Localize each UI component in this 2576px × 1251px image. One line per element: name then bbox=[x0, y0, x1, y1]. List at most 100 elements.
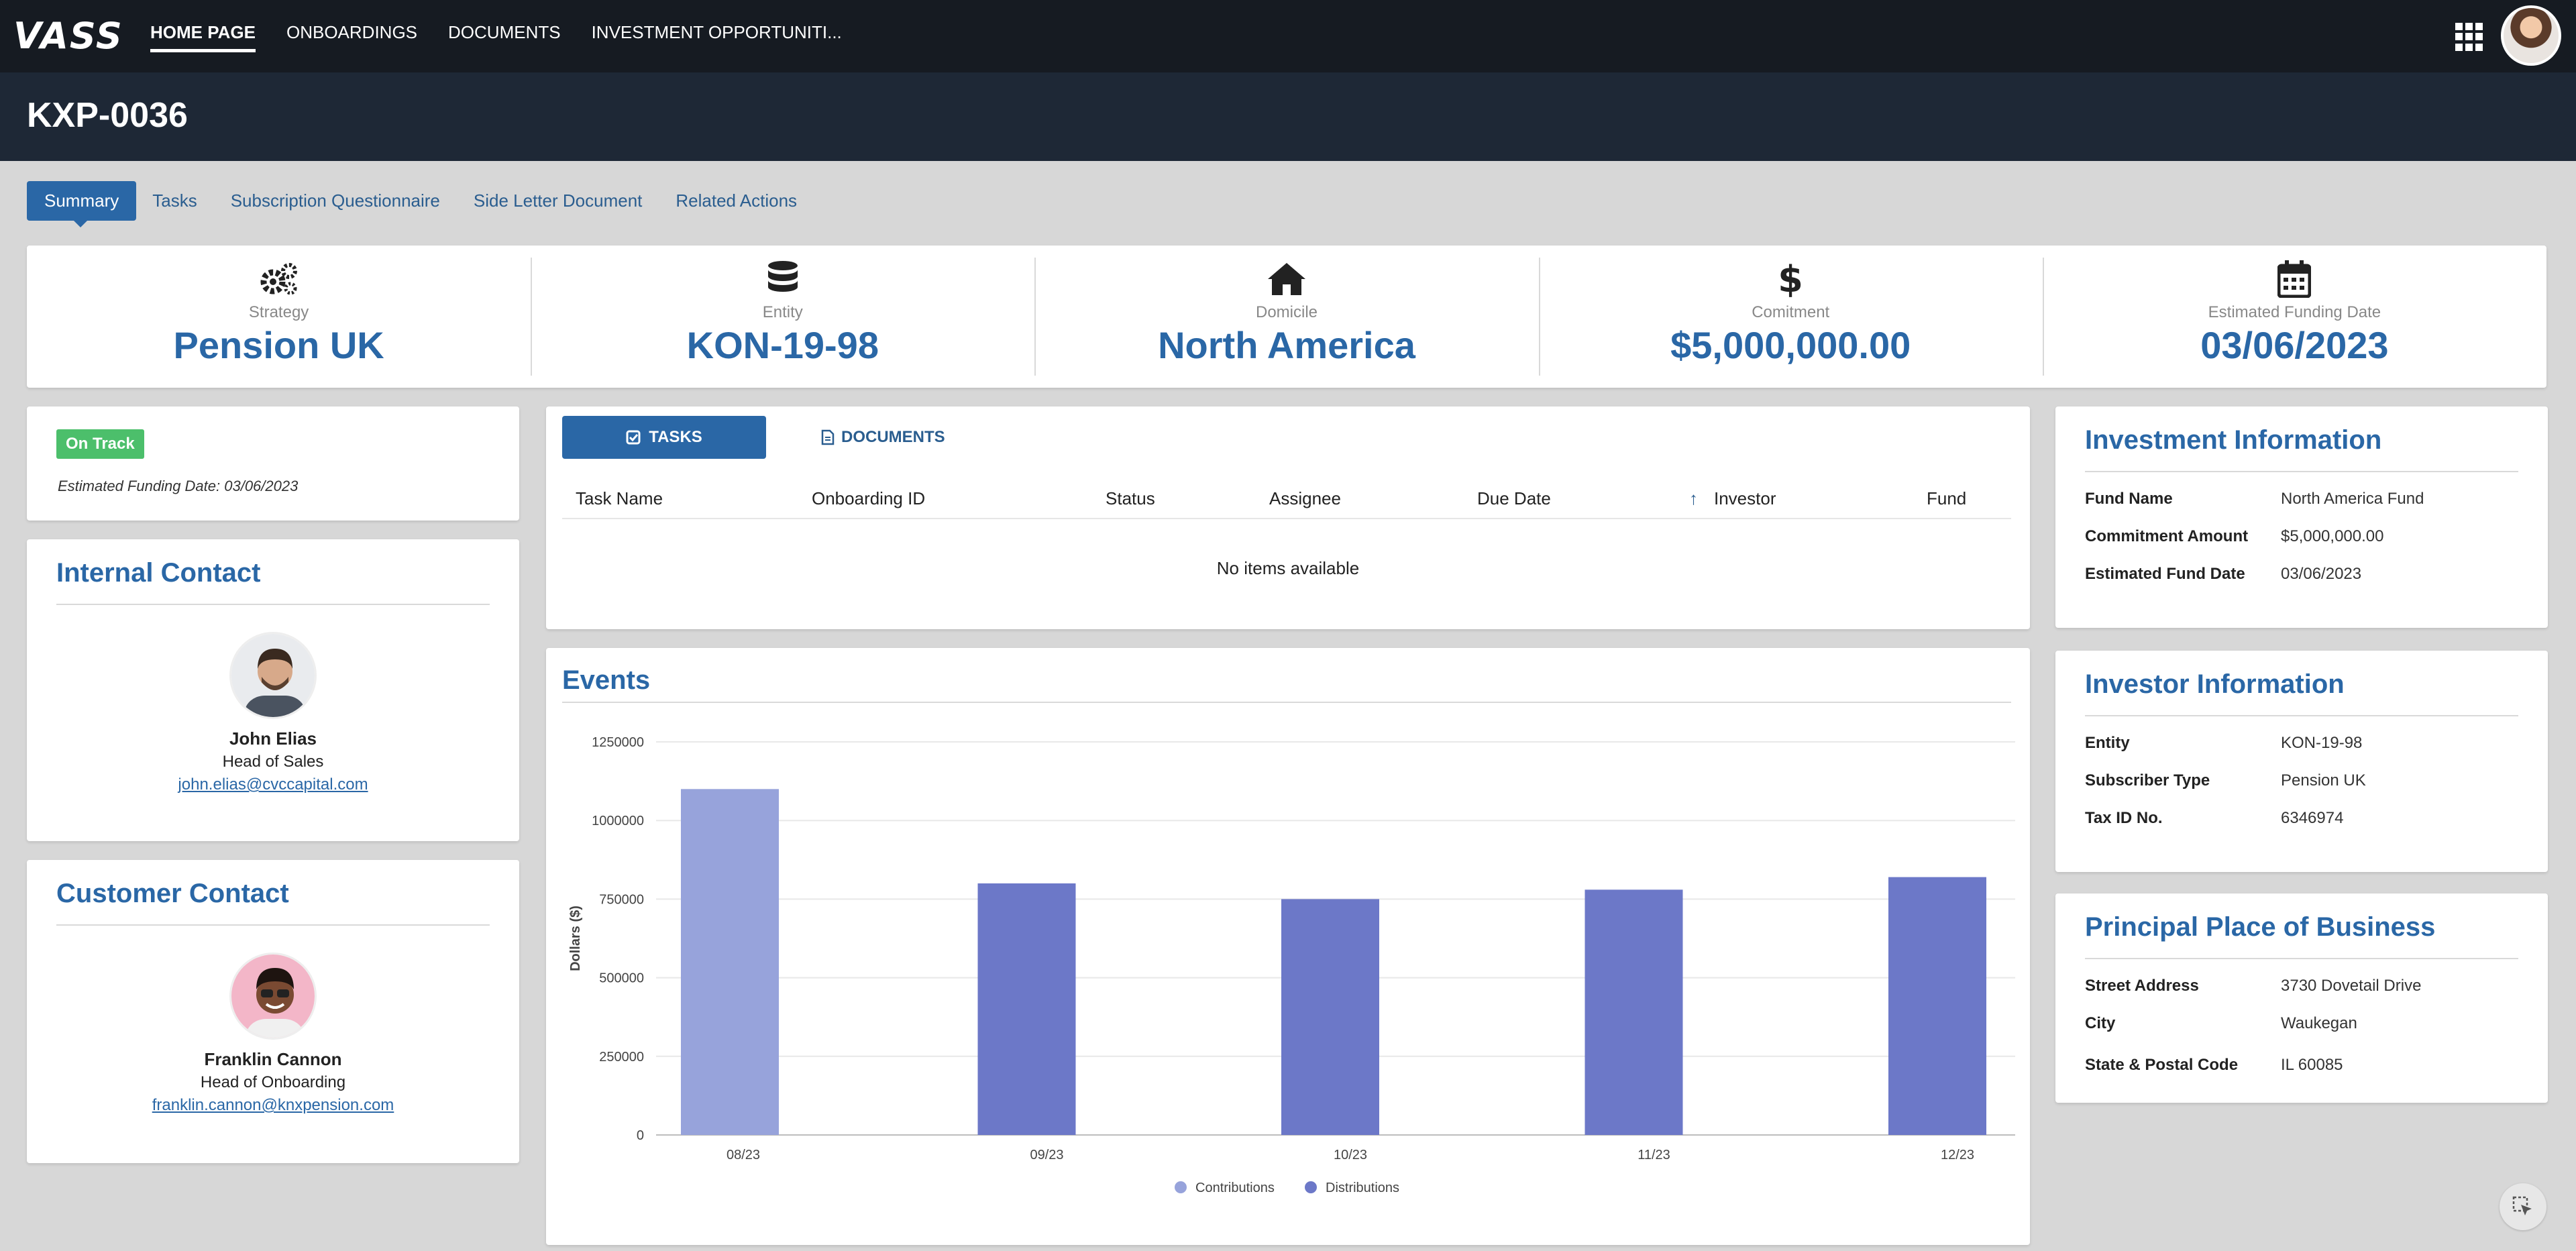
info-key: Commitment Amount bbox=[2085, 527, 2249, 545]
col-investor[interactable]: ↑ Investor bbox=[1689, 488, 1776, 509]
col-assignee[interactable]: Assignee bbox=[1269, 488, 1341, 508]
tab-summary[interactable]: Summary bbox=[27, 180, 137, 227]
nav-documents[interactable]: DOCUMENTS bbox=[448, 22, 561, 42]
summary-value: $5,000,000.00 bbox=[1670, 324, 1911, 366]
tab-subscription-questionnaire[interactable]: Subscription Questionnaire bbox=[230, 190, 440, 211]
info-value: IL 60085 bbox=[2281, 1056, 2343, 1074]
col-due-date[interactable]: Due Date bbox=[1477, 488, 1551, 508]
legend-label: Distributions bbox=[1326, 1181, 1399, 1195]
svg-text:$: $ bbox=[1778, 260, 1803, 298]
calendar-icon bbox=[2043, 260, 2546, 298]
info-value: 03/06/2023 bbox=[2281, 565, 2362, 583]
contact-name: John Elias bbox=[229, 728, 317, 749]
x-tick-label: 11/23 bbox=[1638, 1148, 1670, 1162]
contact-email-link[interactable]: franklin.cannon@knxpension.com bbox=[152, 1096, 394, 1114]
investor-information-card: Investor Information Entity KON-19-98 Su… bbox=[2055, 651, 2548, 872]
tab-related-actions[interactable]: Related Actions bbox=[676, 190, 798, 211]
bar bbox=[1585, 889, 1683, 1135]
col-onboarding-id[interactable]: Onboarding ID bbox=[812, 488, 926, 508]
summary-value: Pension UK bbox=[173, 324, 384, 366]
vass-logo[interactable]: VASS bbox=[13, 15, 123, 57]
customer-contact-title: Customer Contact bbox=[56, 879, 289, 908]
select-cursor-button[interactable] bbox=[2500, 1183, 2546, 1230]
principal-place-title: Principal Place of Business bbox=[2085, 912, 2436, 942]
status-badge: On Track bbox=[56, 429, 144, 459]
app-grid-icon[interactable] bbox=[2455, 23, 2483, 51]
page-title: KXP-0036 bbox=[27, 96, 188, 135]
info-row-state-postal: State & Postal Code IL 60085 bbox=[2085, 1056, 2521, 1083]
avatar bbox=[229, 953, 317, 1040]
top-navbar: VASS HOME PAGE ONBOARDINGS DOCUMENTS INV… bbox=[0, 0, 2576, 72]
summary-label: Estimated Funding Date bbox=[2208, 303, 2381, 321]
summary-strip: Strategy Pension UK Entity KON-19-98 Dom… bbox=[27, 246, 2546, 388]
y-tick-label: 250000 bbox=[599, 1050, 644, 1065]
bar bbox=[1281, 899, 1379, 1135]
customer-contact-card: Customer Contact Franklin Cannon Head of… bbox=[27, 860, 519, 1163]
tasks-subtab-label: TASKS bbox=[649, 428, 702, 446]
status-funding-date: Estimated Funding Date: 03/06/2023 bbox=[58, 478, 299, 494]
divider bbox=[562, 702, 2011, 703]
tasks-panel: TASKS DOCUMENTS Task Name Onboarding ID … bbox=[546, 406, 2030, 629]
x-tick-label: 08/23 bbox=[727, 1148, 760, 1162]
sort-ascending-icon: ↑ bbox=[1689, 488, 1698, 508]
tasks-table-header: Task Name Onboarding ID Status Assignee … bbox=[562, 479, 2011, 519]
info-row-fund-name: Fund Name North America Fund bbox=[2085, 490, 2521, 516]
internal-contact-title: Internal Contact bbox=[56, 558, 261, 588]
nav-home-page[interactable]: HOME PAGE bbox=[150, 0, 256, 72]
info-row-subscriber-type: Subscriber Type Pension UK bbox=[2085, 771, 2521, 798]
info-value: Pension UK bbox=[2281, 771, 2366, 790]
status-card: On Track Estimated Funding Date: 03/06/2… bbox=[27, 406, 519, 521]
avatar bbox=[229, 632, 317, 719]
info-value: 3730 Dovetail Drive bbox=[2281, 977, 2422, 995]
file-icon bbox=[821, 429, 835, 445]
nav-onboardings[interactable]: ONBOARDINGS bbox=[286, 22, 418, 42]
investment-information-card: Investment Information Fund Name North A… bbox=[2055, 406, 2548, 628]
x-tick-label: 12/23 bbox=[1941, 1148, 1974, 1162]
summary-strategy: Strategy Pension UK bbox=[27, 246, 531, 388]
summary-value: 03/06/2023 bbox=[2200, 324, 2389, 366]
info-key: Fund Name bbox=[2085, 490, 2173, 508]
nav-investment-opportunities[interactable]: INVESTMENT OPPORTUNITI... bbox=[591, 22, 842, 42]
x-tick-label: 10/23 bbox=[1334, 1148, 1367, 1162]
col-task-name[interactable]: Task Name bbox=[576, 488, 663, 508]
principal-place-card: Principal Place of Business Street Addre… bbox=[2055, 893, 2548, 1103]
x-tick-label: 09/23 bbox=[1030, 1148, 1063, 1162]
contact-email-link[interactable]: john.elias@cvccapital.com bbox=[178, 775, 368, 794]
info-row-city: City Waukegan bbox=[2085, 1014, 2521, 1041]
gears-icon bbox=[27, 260, 531, 298]
info-value: $5,000,000.00 bbox=[2281, 527, 2384, 545]
home-icon bbox=[1034, 260, 1538, 298]
info-value: 6346974 bbox=[2281, 809, 2344, 827]
info-row-tax-id: Tax ID No. 6346974 bbox=[2085, 809, 2521, 836]
summary-funding-date: Estimated Funding Date 03/06/2023 bbox=[2042, 246, 2546, 388]
events-title: Events bbox=[562, 665, 651, 695]
cursor-select-icon bbox=[2512, 1195, 2534, 1218]
col-status[interactable]: Status bbox=[1106, 488, 1155, 508]
info-value: KON-19-98 bbox=[2281, 734, 2363, 752]
info-key: Estimated Fund Date bbox=[2085, 565, 2245, 583]
info-key: State & Postal Code bbox=[2085, 1056, 2239, 1074]
col-fund[interactable]: Fund bbox=[1927, 488, 1967, 508]
legend-swatch bbox=[1175, 1181, 1187, 1193]
info-row-entity: Entity KON-19-98 bbox=[2085, 734, 2521, 761]
summary-label: Comitment bbox=[1752, 303, 1830, 321]
summary-entity: Entity KON-19-98 bbox=[531, 246, 1034, 388]
info-value: Waukegan bbox=[2281, 1014, 2357, 1032]
y-tick-label: 1000000 bbox=[592, 814, 644, 828]
events-card: Events 0 250000 500000 750000 1000000 1250000… bbox=[546, 648, 2030, 1245]
y-axis-label: Dollars ($) bbox=[568, 906, 583, 971]
summary-domicile: Domicile North America bbox=[1034, 246, 1538, 388]
divider bbox=[56, 924, 490, 926]
tab-tasks[interactable]: Tasks bbox=[152, 190, 197, 211]
col-investor-label: Investor bbox=[1714, 488, 1776, 508]
documents-subtab[interactable]: DOCUMENTS bbox=[821, 416, 945, 459]
user-avatar[interactable] bbox=[2501, 5, 2561, 66]
tab-side-letter-document[interactable]: Side Letter Document bbox=[473, 190, 643, 211]
investor-information-title: Investor Information bbox=[2085, 669, 2345, 699]
contact-role: Head of Onboarding bbox=[200, 1073, 346, 1091]
contact-role: Head of Sales bbox=[222, 753, 324, 771]
tasks-subtab[interactable]: TASKS bbox=[562, 416, 766, 459]
y-tick-label: 0 bbox=[637, 1128, 644, 1143]
internal-contact-card: Internal Contact John Elias Head of Sale… bbox=[27, 539, 519, 841]
info-row-commitment: Commitment Amount $5,000,000.00 bbox=[2085, 527, 2521, 554]
